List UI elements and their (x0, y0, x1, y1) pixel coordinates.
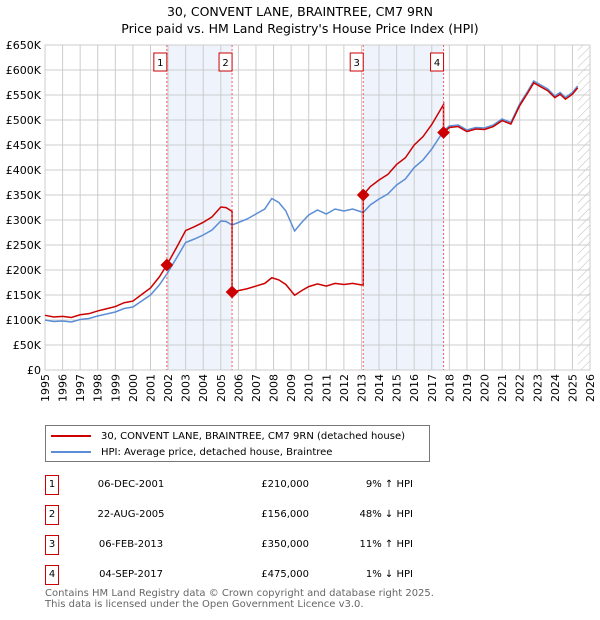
transaction-row: 3 06-FEB-2013 £350,000 11% ↑ HPI (45, 535, 465, 555)
transaction-number: 4 (45, 565, 59, 585)
x-tick-label: 2022 (514, 374, 527, 402)
sale-label-box (153, 52, 168, 72)
transaction-price: £210,000 (261, 479, 309, 490)
transaction-row: 4 04-SEP-2017 £475,000 1% ↓ HPI (45, 565, 465, 585)
transaction-price: £475,000 (261, 569, 309, 580)
x-tick-label: 2017 (426, 374, 439, 402)
hpi-line (44, 79, 579, 323)
transaction-number: 2 (45, 505, 59, 525)
transaction-hpi-diff: 9% ↑ HPI (365, 479, 413, 490)
y-tick-label: £50K (13, 339, 42, 352)
x-tick-label: 2000 (127, 374, 140, 402)
x-tick-label: 2018 (443, 374, 456, 402)
forecast-hatch (577, 45, 590, 370)
transaction-number: 1 (45, 475, 59, 495)
transaction-hpi-diff: 11% ↑ HPI (359, 539, 413, 550)
x-tick-label: 2001 (144, 374, 157, 402)
x-tick-label: 2012 (338, 374, 351, 402)
property-price-line (44, 81, 579, 319)
footer: Contains HM Land Registry data © Crown c… (45, 588, 434, 610)
x-tick-label: 2004 (197, 374, 210, 402)
y-tick-label: £550K (6, 89, 42, 102)
x-tick-label: 1995 (39, 374, 52, 402)
x-tick-label: 2002 (162, 374, 175, 402)
y-tick-label: £200K (6, 264, 42, 277)
x-tick-label: 2016 (408, 374, 421, 402)
x-tick-label: 1996 (57, 374, 70, 402)
x-tick-label: 2014 (373, 374, 386, 402)
transaction-date: 06-DEC-2001 (97, 479, 165, 490)
sale-label: 3 (354, 58, 360, 69)
transaction-date: 04-SEP-2017 (99, 569, 163, 580)
y-tick-label: £100K (6, 314, 42, 327)
sale-label: 4 (434, 58, 440, 69)
transaction-price: £156,000 (261, 509, 309, 520)
x-tick-label: 2020 (479, 374, 492, 402)
x-tick-label: 1999 (109, 374, 122, 402)
x-tick-label: 2015 (391, 374, 404, 402)
plot-frame (44, 44, 591, 371)
sale-label: 2 (222, 58, 228, 69)
transaction-date: 06-FEB-2013 (98, 539, 164, 550)
x-tick-label: 2003 (180, 374, 193, 402)
chart-title: 30, CONVENT LANE, BRAINTREE, CM7 9RN (166, 4, 433, 19)
transaction-row: 1 06-DEC-2001 £210,000 9% ↑ HPI (45, 475, 465, 495)
sale-point (356, 188, 370, 202)
y-tick-label: £400K (6, 164, 42, 177)
x-tick-label: 2024 (549, 374, 562, 402)
x-tick-label: 2025 (566, 374, 579, 402)
sale-point (225, 285, 239, 299)
y-tick-label: £500K (6, 114, 42, 127)
x-tick-label: 2010 (303, 374, 316, 402)
transaction-price: £350,000 (261, 539, 309, 550)
legend: 30, CONVENT LANE, BRAINTREE, CM7 9RN (de… (45, 425, 430, 462)
footer-copyright: Contains HM Land Registry data © Crown c… (45, 588, 434, 599)
y-tick-label: £250K (6, 239, 42, 252)
x-tick-label: 1997 (74, 374, 87, 402)
y-tick-label: £650K (6, 39, 42, 52)
x-tick-label: 2019 (461, 374, 474, 402)
y-tick-label: £600K (6, 64, 42, 77)
x-tick-label: 2005 (215, 374, 228, 402)
transaction-row: 2 22-AUG-2005 £156,000 48% ↓ HPI (45, 505, 465, 525)
price-chart: £0 £50K £100K £150K £200K £250K £300K £350K £400… (6, 39, 597, 402)
x-tick-label: 2026 (584, 374, 597, 402)
y-tick-label: £350K (6, 189, 42, 202)
chart-subtitle: Price paid vs. HM Land Registry's House … (121, 21, 479, 36)
sale-label: 1 (157, 58, 163, 69)
x-tick-label: 2013 (355, 374, 368, 402)
legend-label-hpi: HPI: Average price, detached house, Brai… (101, 446, 333, 458)
sale-label-box (349, 52, 364, 72)
y-tick-label: £0 (27, 364, 41, 377)
y-tick-label: £150K (6, 289, 42, 302)
transaction-number: 3 (45, 535, 59, 555)
footer-licence: This data is licensed under the Open Gov… (45, 599, 364, 610)
x-tick-label: 2023 (531, 374, 544, 402)
x-tick-label: 2011 (320, 374, 333, 402)
y-tick-label: £450K (6, 139, 42, 152)
x-tick-label: 1998 (92, 374, 105, 402)
sale-point (437, 126, 450, 139)
y-tick-label: £300K (6, 214, 42, 227)
sale-point (160, 258, 174, 272)
sale-label-box (430, 52, 445, 72)
x-tick-label: 2007 (250, 374, 263, 402)
legend-item-hpi: HPI: Average price, detached house, Brai… (46, 444, 332, 460)
transaction-hpi-diff: 48% ↓ HPI (359, 509, 413, 520)
x-tick-label: 2006 (232, 374, 245, 402)
legend-label-property: 30, CONVENT LANE, BRAINTREE, CM7 9RN (de… (101, 430, 406, 442)
legend-swatch-hpi (51, 451, 91, 453)
transaction-hpi-diff: 1% ↓ HPI (365, 569, 413, 580)
sale-label-box (218, 52, 233, 72)
transaction-date: 22-AUG-2005 (97, 509, 165, 520)
x-tick-label: 2009 (285, 374, 298, 402)
legend-item-property: 30, CONVENT LANE, BRAINTREE, CM7 9RN (de… (46, 428, 405, 444)
x-tick-label: 2021 (496, 374, 509, 402)
legend-swatch-property (51, 435, 91, 437)
shaded-period-3-4 (363, 45, 444, 370)
x-tick-label: 2008 (268, 374, 281, 402)
